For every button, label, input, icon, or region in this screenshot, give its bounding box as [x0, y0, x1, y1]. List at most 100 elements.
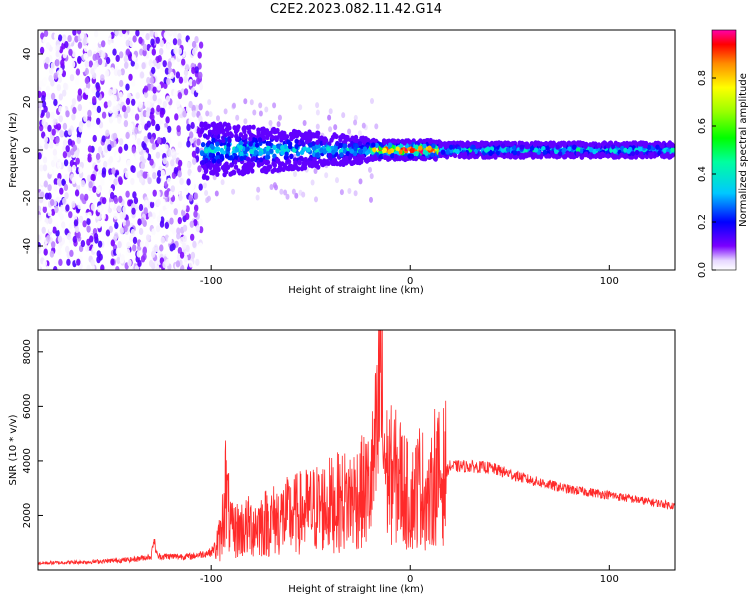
spectrogram-noise-cell: [45, 265, 50, 270]
spectrogram-noise-cell: [112, 87, 117, 95]
spectrogram-noise-cell: [177, 33, 182, 41]
spectrogram-y-tick-label: -40: [22, 238, 33, 254]
spectrogram-signal-cell: [293, 160, 298, 166]
spectrogram-y-tick-label: 20: [22, 96, 33, 109]
spectrogram-signal-cell: [600, 141, 606, 147]
spectrogram-noise-cell: [55, 136, 60, 144]
spectrogram-signal-cell: [354, 156, 359, 162]
spectrogram-signal-cell: [245, 146, 250, 152]
spectrogram-noise-cell: [58, 258, 63, 266]
spectrogram-faint-cell: [272, 102, 277, 109]
spectrogram-noise-cell: [77, 56, 82, 65]
spectrogram-signal-cell: [311, 145, 317, 151]
spectrogram-noise-cell: [71, 98, 77, 106]
spectrogram-signal-cell: [215, 141, 220, 147]
spectrogram-signal-cell: [390, 153, 395, 159]
spectrogram-noise-cell: [130, 177, 135, 186]
spectrogram-noise-cell: [150, 234, 156, 242]
spectrogram-noise-cell: [154, 260, 160, 268]
spectrogram-noise-cell: [46, 92, 51, 100]
spectrogram-faint-cell: [272, 182, 277, 189]
spectrogram-noise-cell: [165, 251, 170, 259]
spectrogram-noise-cell: [96, 117, 101, 125]
spectrogram-noise-cell: [121, 30, 127, 35]
spectrogram-signal-cell: [575, 151, 581, 157]
spectrogram-noise-cell: [133, 197, 139, 205]
spectrogram-signal-cell: [374, 142, 379, 148]
spectrogram-noise-cell: [182, 110, 187, 118]
spectrogram-noise-cell: [138, 176, 144, 184]
spectrogram-noise-cell: [87, 145, 93, 153]
spectrogram-noise-cell: [49, 141, 54, 149]
spectrogram-noise-cell: [149, 216, 154, 224]
spectrogram-noise-cell: [166, 177, 172, 185]
spectrogram-signal-cell: [306, 147, 311, 153]
spectrogram-noise-cell: [43, 135, 48, 143]
spectrogram-noise-cell: [45, 49, 51, 58]
spectrogram-faint-cell: [333, 124, 338, 131]
spectrogram-noise-cell: [129, 40, 134, 48]
spectrogram-noise-cell: [92, 185, 97, 193]
spectrogram-faint-cell: [243, 118, 248, 125]
spectrogram-noise-cell: [62, 151, 68, 159]
spectrogram-noise-cell: [60, 204, 65, 212]
spectrogram-x-tick-label: -100: [200, 276, 223, 287]
spectrogram-noise-cell: [116, 205, 122, 213]
spectrogram-noise-cell: [38, 246, 42, 254]
spectrogram-signal-cell: [562, 147, 567, 153]
spectrogram-noise-cell: [132, 236, 138, 244]
snr-panel: -100 0 100 2000 4000 6000 8000 Height of stra…: [8, 329, 676, 595]
spectrogram-signal-cell: [345, 136, 350, 142]
spectrogram-noise-cell: [75, 183, 81, 191]
spectrogram-noise-cell: [108, 174, 114, 182]
spectrogram-noise-cell: [140, 161, 145, 169]
spectrogram-noise-cell: [144, 241, 150, 249]
spectrogram-signal-cell: [493, 154, 498, 160]
spectrogram-faint-cell: [269, 184, 274, 190]
spectrogram-faint-cell: [276, 121, 281, 128]
spectrogram-signal-cell: [526, 143, 531, 149]
spectrogram-signal-cell: [225, 127, 230, 133]
spectrogram-signal-cell: [212, 167, 217, 173]
spectrogram-noise-cell: [180, 30, 186, 35]
spectrogram-noise-cell: [170, 185, 175, 193]
spectrogram-noise-cell: [162, 101, 167, 109]
spectrogram-noise-cell: [159, 244, 164, 252]
spectrogram-noise-cell: [38, 205, 42, 213]
spectrogram-noise-cell: [189, 220, 194, 228]
spectrogram-noise-cell: [176, 203, 181, 211]
spectrogram-signal-cell: [338, 137, 343, 143]
spectrogram-faint-cell: [328, 108, 333, 115]
spectrogram-signal-cell: [238, 144, 244, 150]
spectrogram-noise-cell: [113, 178, 118, 186]
spectrogram-noise-cell: [150, 38, 155, 46]
spectrogram-signal-cell: [250, 168, 255, 174]
spectrogram-noise-cell: [142, 49, 147, 57]
spectrogram-signal-cell: [248, 136, 253, 142]
spectrogram-noise-cell: [117, 69, 122, 77]
spectrogram-signal-cell: [659, 143, 664, 149]
spectrogram-noise-cell: [110, 239, 116, 247]
spectrogram-noise-cell: [48, 74, 53, 83]
spectrogram-noise-cell: [167, 125, 172, 133]
spectrogram-signal-cell: [584, 151, 589, 157]
spectrogram-noise-cell: [44, 62, 49, 70]
spectrogram-noise-cell: [89, 192, 94, 200]
spectrogram-signal-cell: [211, 129, 216, 135]
spectrogram-signal-cell: [387, 149, 392, 155]
spectrogram-faint-cell: [293, 171, 297, 177]
spectrogram-noise-cell: [81, 65, 86, 73]
spectrogram-noise-cell: [97, 205, 102, 213]
spectrogram-noise-cell: [119, 227, 125, 235]
spectrogram-noise-cell: [154, 30, 159, 38]
spectrogram-noise-cell: [63, 183, 69, 192]
spectrogram-noise-cell: [49, 250, 55, 258]
spectrogram-faint-cell: [315, 109, 320, 116]
spectrogram-noise-cell: [47, 124, 52, 132]
spectrogram-signal-cell: [382, 147, 387, 153]
spectrogram-signal-cell: [516, 150, 521, 156]
spectrogram-noise-cell: [141, 141, 146, 149]
spectrogram-noise-cell: [87, 155, 92, 163]
spectrogram-noise-cell: [183, 68, 189, 77]
spectrogram-noise-cell: [103, 160, 108, 169]
